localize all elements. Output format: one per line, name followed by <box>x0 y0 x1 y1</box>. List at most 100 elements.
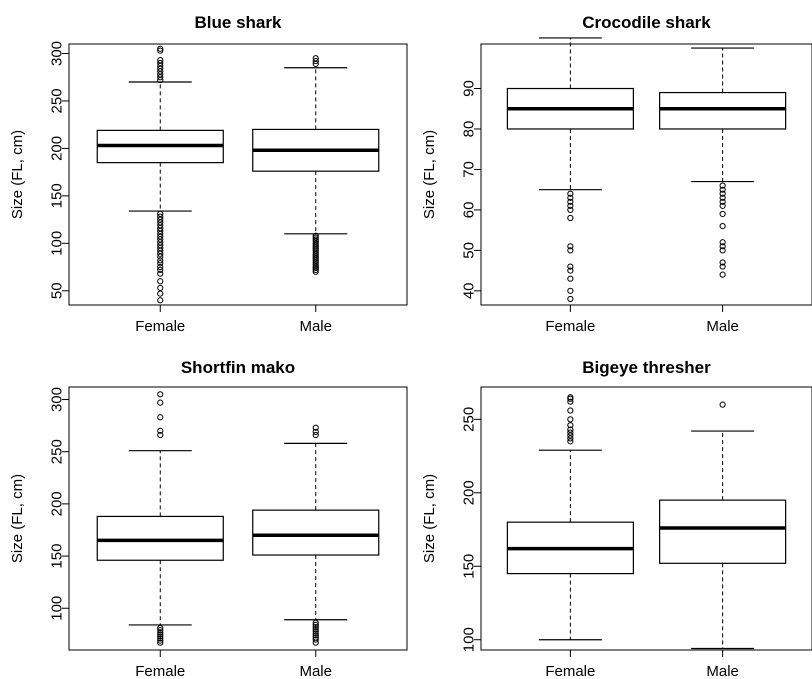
box-female <box>96 391 224 646</box>
plot-frame <box>68 386 408 651</box>
x-tick-label: Male <box>299 663 332 679</box>
y-tick-label: 40 <box>460 282 477 299</box>
chart-title: Bigeye thresher <box>582 358 711 377</box>
iqr-box <box>96 515 224 561</box>
outlier-point <box>567 287 574 294</box>
outlier-point <box>567 194 574 201</box>
outlier-point <box>157 263 164 271</box>
y-tick-label: 200 <box>48 491 65 516</box>
outlier-point <box>567 398 574 405</box>
outlier-point <box>157 297 164 304</box>
outlier-point <box>719 247 726 254</box>
box-male <box>252 424 380 646</box>
outlier-point <box>157 45 164 52</box>
outlier-point <box>312 236 319 243</box>
y-tick-label: 250 <box>48 88 65 113</box>
x-tick-label: Male <box>706 318 739 335</box>
outlier-point <box>312 621 319 629</box>
outlier-point <box>157 213 164 220</box>
box-male <box>659 401 787 650</box>
outlier-point <box>157 635 164 642</box>
plot-frame <box>480 386 812 651</box>
outlier-point <box>567 429 574 436</box>
outlier-point <box>719 210 726 218</box>
box-female <box>506 37 634 303</box>
outlier-point <box>567 214 574 222</box>
outlier-point <box>157 284 164 292</box>
outlier-point <box>312 634 319 641</box>
box-male <box>659 47 787 278</box>
chart-title: Shortfin mako <box>181 358 295 377</box>
outlier-point <box>312 428 319 435</box>
outlier-point <box>719 182 726 189</box>
y-tick-label: 200 <box>460 480 477 505</box>
outlier-point <box>157 210 164 217</box>
outlier-point <box>719 222 726 230</box>
outlier-point <box>157 627 164 634</box>
outlier-point <box>157 414 164 421</box>
y-tick-label: 300 <box>48 387 65 412</box>
outlier-point <box>719 202 726 209</box>
outlier-point <box>567 435 574 442</box>
outlier-point <box>157 631 164 638</box>
plot-frame <box>480 43 812 306</box>
outlier-point <box>312 424 319 431</box>
outlier-point <box>157 624 164 632</box>
panel-3: Bigeye thresher Size (FL, cm) 100 150 200 250… <box>421 358 812 679</box>
x-tick-label: Female <box>545 318 595 335</box>
outlier-point <box>157 270 164 277</box>
chart-title: Crocodile shark <box>582 13 711 32</box>
outlier-point <box>719 190 726 197</box>
outlier-point <box>567 243 574 250</box>
outlier-point <box>567 198 574 205</box>
iqr-box <box>659 91 787 130</box>
outlier-point <box>157 633 164 640</box>
outlier-point <box>312 57 319 65</box>
y-tick-label: 70 <box>460 161 477 178</box>
plot-frame <box>68 43 408 306</box>
y-tick-label: 100 <box>460 627 477 652</box>
outlier-point <box>567 394 574 401</box>
x-tick-label: Female <box>545 663 595 679</box>
outlier-point <box>567 426 574 433</box>
y-tick-label: 80 <box>460 121 477 138</box>
outlier-point <box>567 275 574 282</box>
outlier-point <box>567 267 574 274</box>
y-tick-label: 50 <box>460 242 477 259</box>
y-tick-label: 60 <box>460 202 477 219</box>
y-tick-label: 150 <box>460 554 477 579</box>
outlier-point <box>567 247 574 254</box>
outlier-point <box>157 639 164 646</box>
y-tick-label: 100 <box>48 596 65 621</box>
outlier-point <box>157 266 164 273</box>
y-tick-label: 150 <box>48 183 65 208</box>
iqr-box <box>659 499 787 564</box>
outlier-point <box>157 290 164 297</box>
y-axis-label: Size (FL, cm) <box>421 130 438 219</box>
outlier-point <box>312 630 319 637</box>
outlier-point <box>157 59 164 67</box>
outlier-point <box>157 637 164 644</box>
outlier-point <box>567 432 574 439</box>
y-axis-label: Size (FL, cm) <box>9 474 26 563</box>
x-tick-label: Female <box>135 663 185 679</box>
outlier-point <box>567 202 574 209</box>
y-tick-label: 150 <box>48 544 65 569</box>
panel-1: Crocodile shark Size (FL, cm) 40 50 60 70 80 90… <box>421 13 812 335</box>
x-tick-label: Male <box>706 663 739 679</box>
outlier-point <box>157 257 164 264</box>
outlier-point <box>157 260 164 267</box>
outlier-point <box>719 271 726 278</box>
outlier-point <box>157 57 164 64</box>
outlier-point <box>157 629 164 636</box>
box-female <box>506 394 634 641</box>
outlier-point <box>719 259 726 266</box>
outlier-point <box>312 628 319 635</box>
outlier-point <box>719 239 726 246</box>
y-tick-label: 200 <box>48 136 65 161</box>
outlier-point <box>312 623 319 631</box>
outlier-point <box>567 438 574 445</box>
outlier-point <box>312 232 319 239</box>
outlier-point <box>312 636 319 643</box>
